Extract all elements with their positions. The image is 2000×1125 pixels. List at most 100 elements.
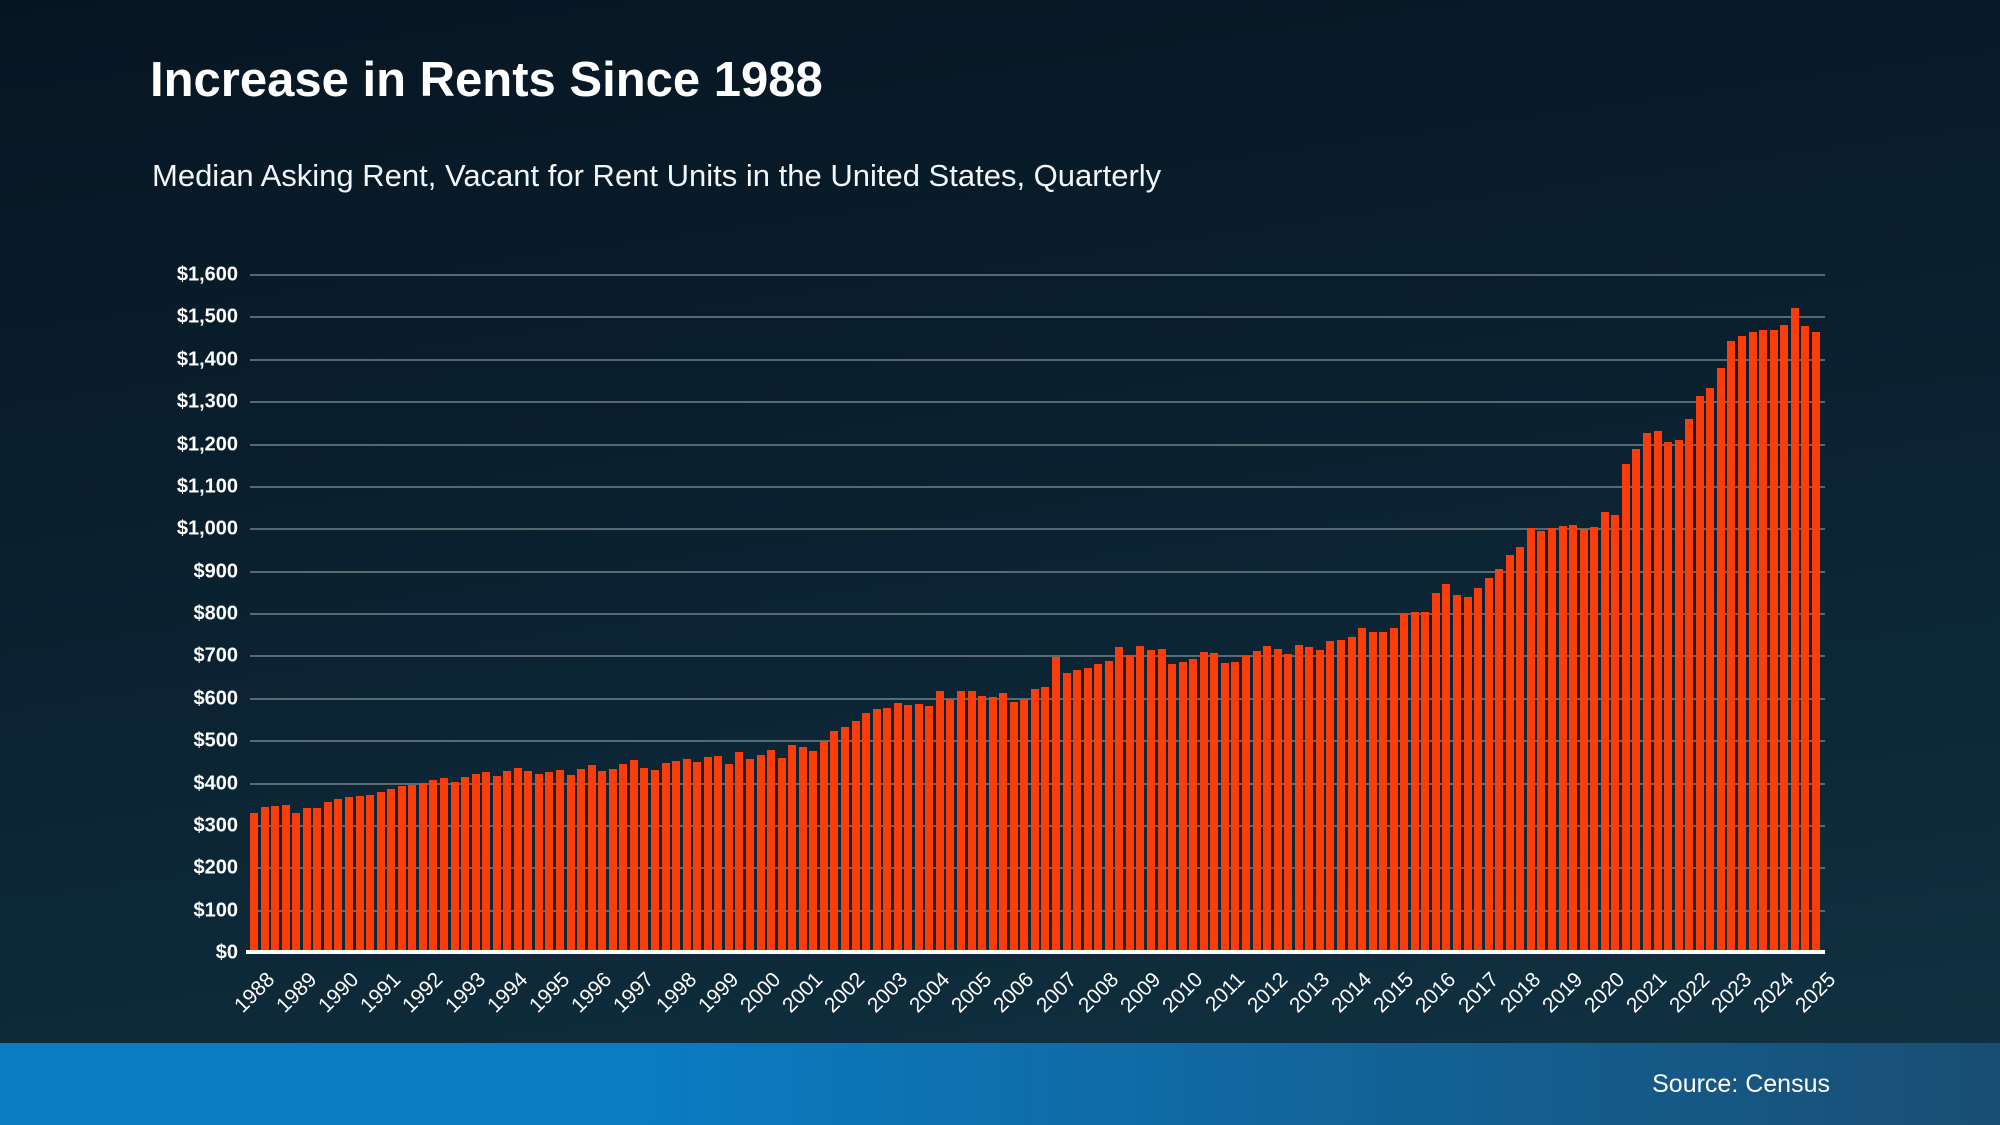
footer-bar: Source: Census [0,1043,2000,1125]
bar-1988-q2 [260,807,269,953]
bar-1999-q3 [735,751,744,953]
bar-1992-q4 [450,781,459,953]
bar-1989-q2 [302,808,311,953]
bar-2004-q3 [946,698,955,953]
bar-1991-q2 [387,788,396,953]
bar-2024-q2 [1780,324,1789,953]
bar-2003-q4 [914,703,923,953]
bar-2021-q3 [1664,441,1673,953]
bar-2009-q3 [1157,649,1166,953]
bar-2023-q2 [1737,336,1746,953]
bar-2003-q2 [893,702,902,953]
bar-2001-q4 [830,730,839,953]
bar-2007-q4 [1083,668,1092,953]
bar-2013-q2 [1315,649,1324,953]
y-axis-tick-label: $1,100 [176,475,238,498]
bar-2018-q4 [1548,528,1557,953]
bar-2008-q4 [1125,655,1134,953]
bar-2007-q1 [1052,657,1061,953]
bar-1992-q2 [429,780,438,953]
bar-2021-q4 [1674,440,1683,953]
bar-1992-q1 [418,782,427,953]
bar-1996-q2 [598,771,607,953]
x-axis-year-label: 2012 [1242,968,1292,1018]
bar-2012-q4 [1294,645,1303,953]
bar-2007-q2 [1062,673,1071,953]
bar-1989-q1 [292,812,301,953]
x-axis-year-label: 1988 [229,968,279,1018]
bar-2021-q2 [1653,431,1662,953]
bar-1998-q2 [682,759,691,953]
x-axis-year-label: 2011 [1201,968,1250,1017]
x-axis-year-label: 2018 [1495,968,1546,1018]
y-axis-tick-label: $800 [193,602,239,625]
bar-1999-q4 [745,759,754,953]
bar-2000-q1 [756,755,765,953]
x-axis-year-label: 2005 [947,968,997,1018]
x-axis-year-label: 2023 [1706,968,1757,1018]
bar-2008-q3 [1115,647,1124,953]
bar-1995-q3 [566,775,575,953]
bar-2024-q4 [1801,325,1810,953]
chart-subtitle: Median Asking Rent, Vacant for Rent Unit… [152,158,1162,193]
bar-2009-q2 [1147,649,1155,953]
x-axis-year-label: 2003 [862,968,912,1018]
x-axis-year-label: 1996 [567,968,617,1018]
bar-1998-q1 [672,760,681,953]
x-axis-year-label: 1992 [398,968,448,1018]
source-credit: Source: Census [1652,1070,1830,1098]
y-axis-tick-label: $500 [193,729,239,752]
bar-2018-q3 [1537,530,1546,953]
y-gridline [250,401,1825,404]
y-axis-tick-label: $400 [193,772,239,794]
bar-1997-q1 [629,759,638,953]
x-axis-year-label: 2000 [735,968,786,1018]
bar-2020-q4 [1632,448,1641,953]
x-axis-year-label: 2014 [1326,968,1377,1018]
bar-2022-q3 [1706,387,1715,953]
bar-2006-q4 [1041,686,1050,953]
x-axis-year-label: 1989 [271,968,321,1018]
bar-2019-q3 [1579,529,1588,953]
bar-2014-q2 [1358,627,1367,953]
bar-2018-q1 [1516,547,1525,953]
y-axis-tick-label: $900 [193,560,239,583]
bar-1991-q1 [376,791,385,953]
bar-2003-q3 [904,704,913,953]
bar-1997-q2 [640,767,649,953]
x-axis-year-label: 2010 [1158,968,1208,1018]
y-gridline [250,655,1825,658]
bar-2011-q4 [1252,651,1261,953]
bar-1994-q2 [513,767,522,953]
page-title: Increase in Rents Since 1988 [150,53,823,107]
bar-2016-q3 [1453,594,1462,953]
bar-2002-q4 [872,708,881,953]
bar-1990-q3 [355,795,364,953]
bar-2015-q3 [1410,612,1419,953]
bar-1988-q3 [271,805,280,953]
bar-2015-q2 [1400,613,1409,953]
x-axis-year-label: 2020 [1580,968,1630,1018]
bar-1994-q4 [534,773,543,953]
bar-2006-q1 [1009,702,1018,953]
bar-1995-q4 [577,768,586,953]
bar-1997-q3 [651,770,659,953]
bar-1993-q4 [492,775,501,953]
bar-2009-q4 [1168,664,1177,953]
bar-1990-q2 [344,797,353,953]
x-axis-year-label: 2009 [1115,968,1166,1018]
bar-2016-q1 [1431,593,1440,953]
y-axis-tick-label: $300 [193,814,239,837]
bar-1993-q1 [461,777,470,953]
bar-2004-q1 [925,706,934,953]
bar-1993-q3 [482,771,491,953]
x-axis-year-label: 2004 [904,968,955,1018]
bar-1999-q2 [724,764,733,953]
bar-2011-q2 [1231,662,1240,953]
y-axis-tick-label: $1,200 [176,433,238,455]
bar-2000-q3 [777,757,786,953]
bar-2004-q2 [935,691,944,953]
bar-2018-q2 [1526,527,1535,953]
bar-2023-q3 [1748,332,1757,953]
bar-1995-q1 [545,772,554,953]
